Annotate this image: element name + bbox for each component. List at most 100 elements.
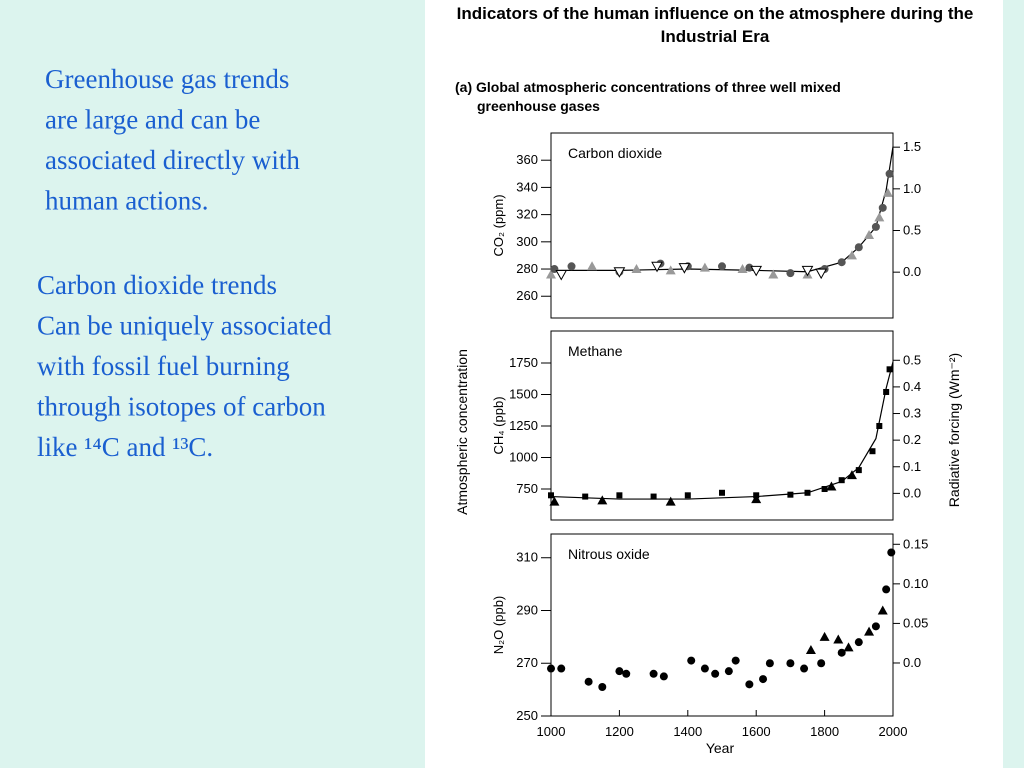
data-point xyxy=(887,548,896,557)
y-tick-label: 320 xyxy=(516,207,538,222)
data-point xyxy=(864,626,875,636)
data-point xyxy=(846,470,857,480)
y2-tick-label: 0.10 xyxy=(903,576,928,591)
data-point xyxy=(613,267,626,278)
data-point xyxy=(804,489,811,496)
data-point xyxy=(665,265,676,275)
x-axis-label: Year xyxy=(706,740,735,756)
data-point xyxy=(718,262,726,271)
data-point xyxy=(687,656,696,665)
y2-tick-label: 0.3 xyxy=(903,406,921,421)
data-point xyxy=(837,648,846,657)
panel-title: Nitrous oxide xyxy=(568,546,650,562)
data-point xyxy=(801,265,814,277)
data-point xyxy=(838,477,845,484)
slide-text: through isotopes of carbon xyxy=(37,392,326,422)
data-point xyxy=(843,642,854,652)
data-point xyxy=(650,493,657,500)
data-point xyxy=(882,187,893,197)
data-point xyxy=(854,638,863,647)
data-point xyxy=(678,263,691,274)
data-point xyxy=(855,467,862,474)
plot-frame xyxy=(550,533,894,717)
y2-tick-label: 1.5 xyxy=(903,139,921,154)
y2-tick-label: 0.15 xyxy=(903,536,928,551)
y-tick-label: 290 xyxy=(516,602,538,617)
data-point xyxy=(751,494,762,504)
data-point xyxy=(567,262,576,271)
slide-text: Can be uniquely associated xyxy=(37,311,332,341)
data-point xyxy=(800,664,809,673)
data-point xyxy=(821,486,828,493)
y-tick-label: 750 xyxy=(516,481,538,496)
data-point xyxy=(555,269,568,281)
y-tick-label: 270 xyxy=(516,655,538,670)
data-point xyxy=(864,230,875,240)
data-point xyxy=(805,645,816,655)
data-point xyxy=(882,585,891,594)
data-point xyxy=(711,669,720,678)
data-point xyxy=(826,481,837,491)
data-point xyxy=(737,264,748,274)
y2-tick-label: 0.4 xyxy=(903,379,921,394)
panel-y-label: N₂O (ppb) xyxy=(491,596,506,655)
data-point xyxy=(549,496,560,506)
data-point xyxy=(548,492,554,499)
y2-tick-label: 0.2 xyxy=(903,432,921,447)
figure-title: Indicators of the human influence on the… xyxy=(457,4,974,46)
y-tick-label: 360 xyxy=(516,152,538,167)
x-tick-label: 1800 xyxy=(810,724,839,739)
data-point xyxy=(584,677,593,686)
slide-text: associated directly with xyxy=(45,145,300,175)
x-tick-label: 1600 xyxy=(742,724,771,739)
data-point xyxy=(546,269,556,279)
panel-y-label: CH₄ (ppb) xyxy=(491,396,506,454)
data-point xyxy=(631,264,642,274)
y2-tick-label: 0.1 xyxy=(903,459,921,474)
y2-tick-label: 0.5 xyxy=(903,352,921,367)
panel-y-label: CO₂ (ppm) xyxy=(491,194,506,256)
data-point xyxy=(598,682,607,691)
data-point xyxy=(649,669,658,678)
data-point xyxy=(745,263,754,272)
data-point xyxy=(700,664,709,673)
data-point xyxy=(684,492,691,499)
slide-text: Carbon dioxide trends xyxy=(37,270,277,300)
data-point xyxy=(557,664,566,673)
data-point xyxy=(878,203,887,212)
data-point xyxy=(582,493,589,500)
data-point xyxy=(837,258,846,267)
data-point xyxy=(651,261,663,273)
data-point xyxy=(871,222,880,231)
data-point xyxy=(616,492,623,499)
y-tick-label: 1750 xyxy=(509,355,538,370)
data-point xyxy=(665,496,676,506)
data-point xyxy=(883,388,890,395)
data-point xyxy=(885,169,894,178)
y2-axis-label: Radiative forcing (Wm⁻²) xyxy=(946,353,962,507)
data-point xyxy=(719,489,725,496)
figure-background xyxy=(425,0,1003,768)
y-tick-label: 340 xyxy=(516,179,538,194)
y2-tick-label: 0.5 xyxy=(903,223,921,238)
y2-tick-label: 0.05 xyxy=(903,615,928,630)
data-point xyxy=(597,495,608,505)
y-tick-label: 310 xyxy=(516,550,538,565)
data-point xyxy=(846,250,857,260)
data-point xyxy=(833,634,844,644)
data-point xyxy=(724,667,733,676)
data-point xyxy=(786,659,795,668)
y-tick-label: 250 xyxy=(516,708,538,723)
data-point xyxy=(750,265,763,277)
panel-title: Methane xyxy=(568,343,623,359)
data-point xyxy=(547,664,555,673)
data-point xyxy=(886,366,893,373)
x-tick-label: 1400 xyxy=(673,724,702,739)
y2-tick-label: 0.0 xyxy=(903,485,921,500)
data-point xyxy=(659,672,668,681)
y2-tick-label: 1.0 xyxy=(903,181,921,196)
y-tick-label: 1500 xyxy=(509,387,538,402)
data-point xyxy=(699,262,710,272)
y2-tick-label: 0.0 xyxy=(903,655,921,670)
